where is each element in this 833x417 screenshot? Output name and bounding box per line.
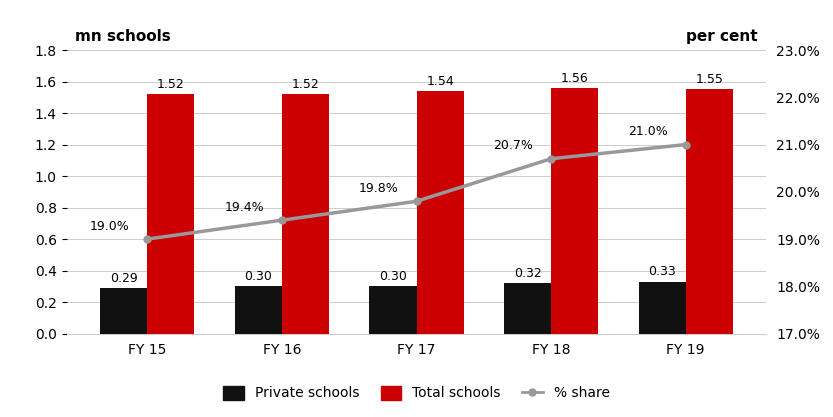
Text: 19.0%: 19.0% [90, 220, 130, 233]
Bar [147, 94, 194, 334]
Text: 1.54: 1.54 [426, 75, 454, 88]
Text: 21.0%: 21.0% [628, 125, 668, 138]
Bar [686, 89, 733, 334]
Legend: Private schools, Total schools, % share: Private schools, Total schools, % share [217, 380, 616, 406]
Text: 19.8%: 19.8% [359, 182, 399, 195]
Bar [235, 286, 282, 334]
Bar [416, 91, 464, 334]
Text: 0.30: 0.30 [379, 270, 407, 283]
Bar [369, 286, 416, 334]
Bar [100, 288, 147, 334]
Text: 0.33: 0.33 [648, 266, 676, 279]
Text: 1.52: 1.52 [292, 78, 319, 91]
Text: 1.55: 1.55 [696, 73, 723, 86]
Text: mn schools: mn schools [75, 29, 171, 44]
Bar [282, 94, 329, 334]
Text: 1.56: 1.56 [561, 72, 588, 85]
Text: 20.7%: 20.7% [493, 139, 533, 153]
Text: 0.29: 0.29 [110, 272, 137, 285]
Bar [639, 281, 686, 334]
Bar [551, 88, 598, 334]
Text: per cent: per cent [686, 29, 758, 44]
Text: 0.30: 0.30 [244, 270, 272, 283]
Text: 1.52: 1.52 [157, 78, 185, 91]
Text: 0.32: 0.32 [514, 267, 541, 280]
Text: 19.4%: 19.4% [224, 201, 264, 214]
Bar [504, 283, 551, 334]
